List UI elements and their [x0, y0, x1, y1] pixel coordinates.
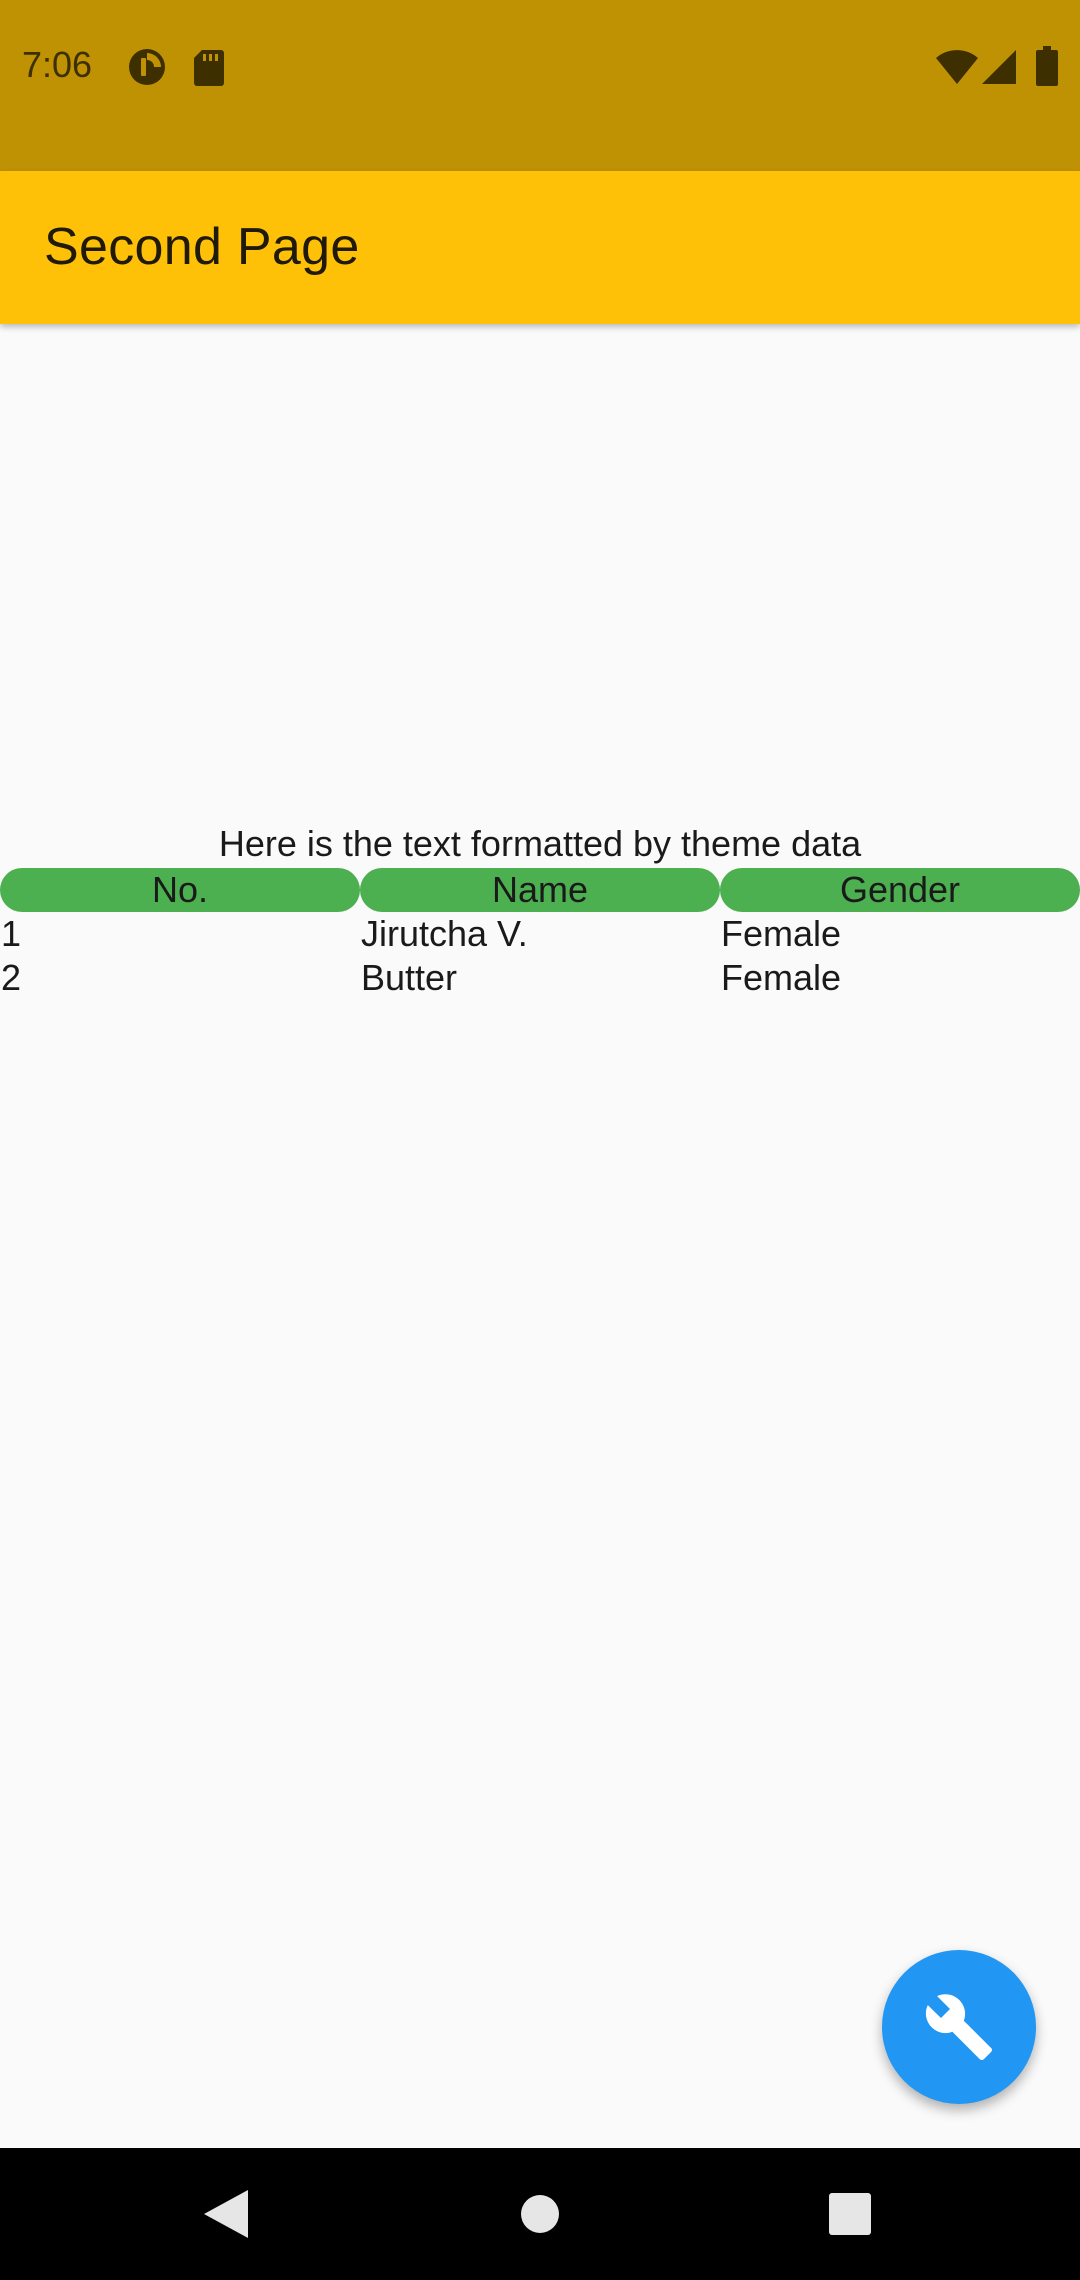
home-button[interactable]	[460, 2148, 620, 2280]
cell-gender: Female	[721, 913, 842, 954]
fab-button[interactable]	[882, 1950, 1036, 2104]
status-bar: 7:06	[0, 0, 1080, 171]
cell-signal-icon	[982, 50, 1016, 84]
wrench-icon	[925, 1994, 992, 2060]
status-time: 7:06	[22, 44, 93, 85]
back-icon	[204, 2190, 248, 2238]
cell-name: Jirutcha V.	[361, 913, 528, 954]
wifi-icon	[936, 50, 978, 84]
column-header-no: No.	[0, 868, 360, 912]
cell-gender: Female	[721, 957, 842, 998]
theme-text: Here is the text formatted by theme data	[218, 823, 862, 864]
back-button[interactable]	[146, 2148, 306, 2280]
data-saver-icon	[129, 49, 165, 85]
table-header-row: No. Name Gender	[0, 868, 1080, 912]
column-header-gender: Gender	[720, 868, 1080, 912]
app-bar: Second Page	[0, 171, 1080, 324]
cell-no: 1	[1, 913, 22, 954]
home-icon	[521, 2195, 559, 2233]
battery-icon	[1036, 46, 1058, 86]
cell-no: 2	[1, 957, 22, 998]
recents-button[interactable]	[770, 2148, 930, 2280]
column-header-name: Name	[360, 868, 720, 912]
recents-icon	[829, 2193, 871, 2235]
sd-card-icon	[194, 50, 224, 86]
table-row: 2 Butter Female	[0, 956, 1080, 1000]
page-title: Second Page	[44, 218, 360, 276]
table-row: 1 Jirutcha V. Female	[0, 912, 1080, 956]
cell-name: Butter	[361, 957, 458, 998]
main-content	[0, 324, 1080, 2148]
navigation-bar	[0, 2148, 1080, 2280]
